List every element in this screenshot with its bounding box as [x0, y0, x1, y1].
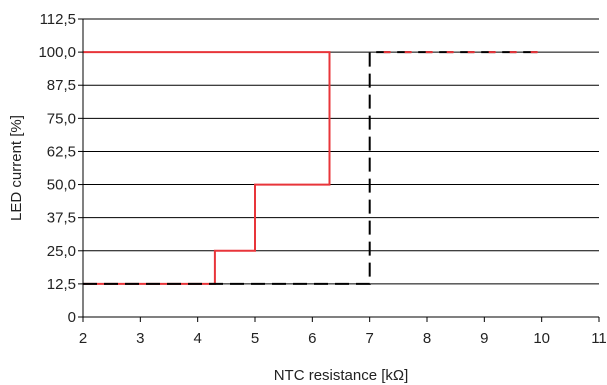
x-tick-label: 4 — [193, 330, 201, 347]
y-tick-label: 75,0 — [47, 110, 76, 127]
x-tick-label: 7 — [365, 330, 373, 347]
y-tick-label: 62,5 — [47, 143, 76, 160]
y-tick-label: 12,5 — [47, 276, 76, 293]
y-tick-label: 112,5 — [40, 11, 76, 28]
series-line-1 — [83, 51, 331, 285]
y-tick-label: 0 — [68, 309, 76, 326]
x-tick-label: 5 — [251, 330, 259, 347]
x-tick-label: 6 — [308, 330, 316, 347]
x-tick-label: 3 — [136, 330, 144, 347]
x-tick-label: 9 — [480, 330, 488, 347]
x-tick-label: 8 — [423, 330, 431, 347]
x-axis-title: NTC resistance [kΩ] — [274, 367, 409, 384]
y-tick-label: 25,0 — [47, 243, 76, 260]
y-tick-label: 37,5 — [47, 210, 76, 227]
grid-layer — [83, 18, 599, 285]
y-tick-label: 87,5 — [47, 77, 76, 94]
series-line-2 — [83, 51, 542, 285]
y-axis-title: LED current [%] — [8, 115, 25, 221]
series-layer — [83, 51, 542, 285]
x-tick-label: 11 — [591, 330, 607, 347]
y-tick-label: 50,0 — [47, 177, 76, 194]
x-tick-label: 2 — [79, 330, 87, 347]
tick-layer: 0 12,5 25,0 37,5 50,0 62,5 75,0 87,5 100,0 112,5 2… — [38, 11, 606, 347]
axis-layer — [82, 19, 599, 318]
x-tick-label: 10 — [533, 330, 550, 347]
y-tick-label: 100,0 — [38, 44, 76, 61]
